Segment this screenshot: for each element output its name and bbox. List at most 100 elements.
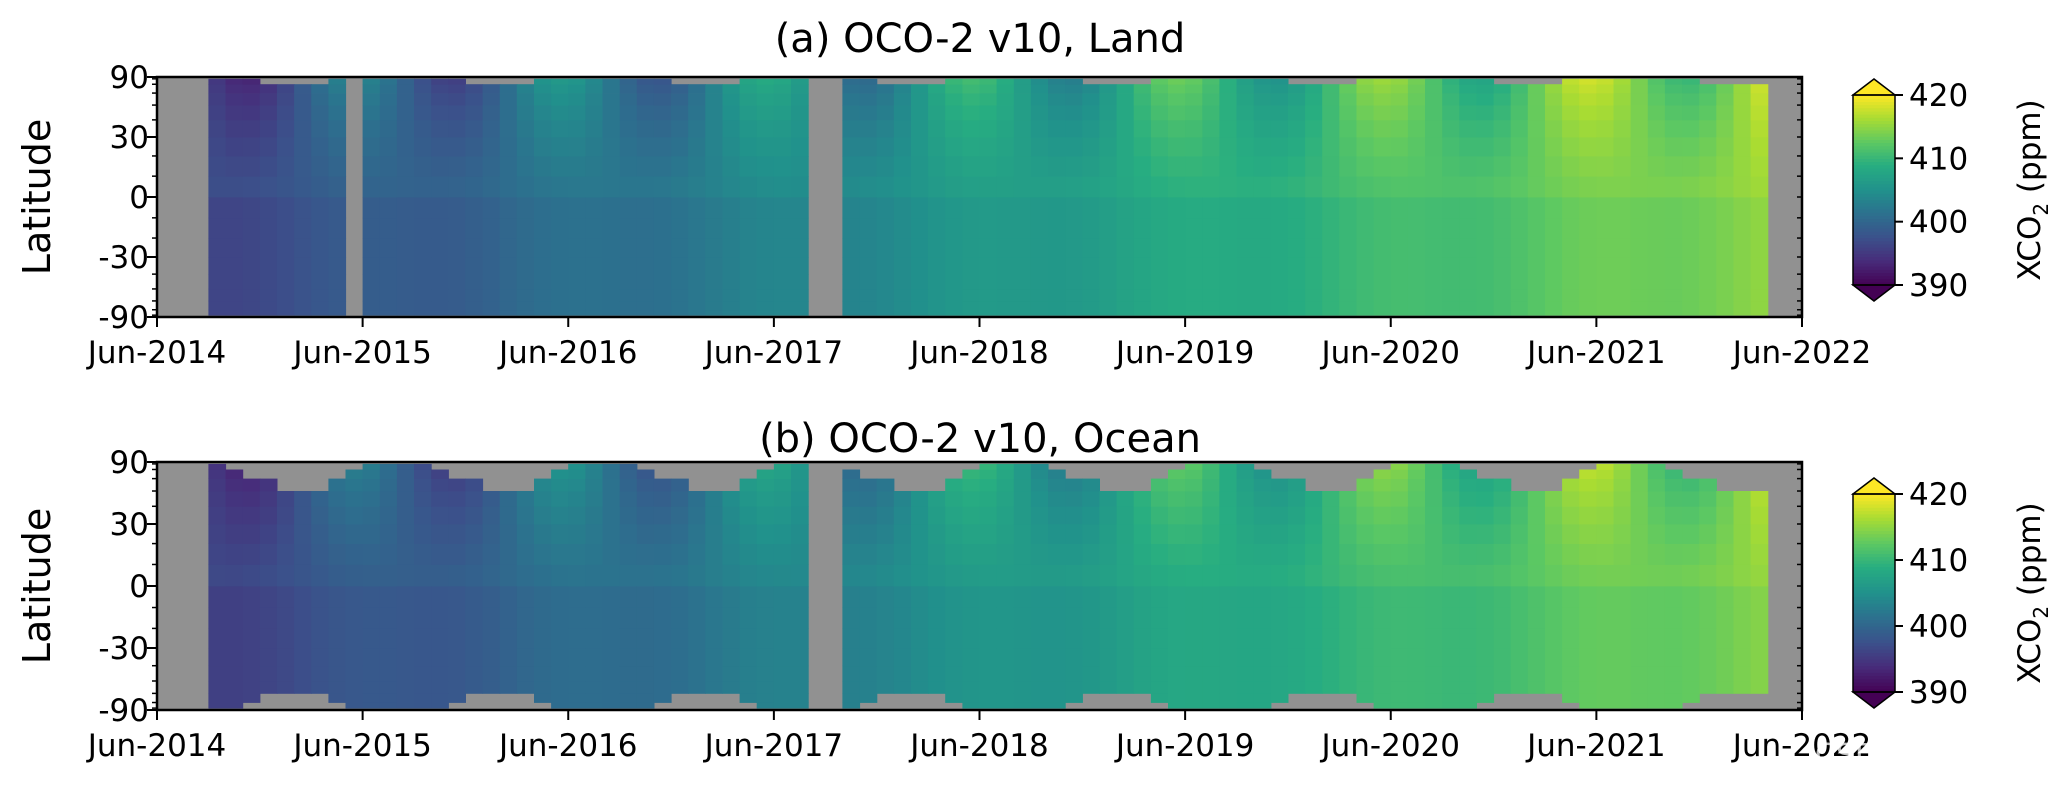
heatmap-cell [225,628,244,649]
heatmap-cell [276,288,295,302]
heatmap-cell [1579,607,1597,629]
heatmap-cell [1253,469,1272,479]
heatmap-cell [979,628,998,649]
heatmap-cell [619,693,638,703]
heatmap-cell [1716,628,1734,649]
heatmap-cell [1476,628,1495,649]
heatmap-cell [1287,197,1306,219]
heatmap-cell [516,586,535,608]
heatmap-cell [911,176,929,198]
heatmap-cell [1219,586,1238,608]
colorbar-segment [1853,659,1895,663]
heatmap-cell [962,693,981,703]
heatmap-cell [1219,300,1238,311]
heatmap-cell [928,309,946,316]
heatmap-cell [1356,506,1375,525]
heatmap-cell [1596,176,1615,198]
heatmap-cell [653,665,672,682]
heatmap-cell [1459,288,1477,302]
heatmap-cell [1356,607,1375,629]
heatmap-cell [225,137,244,157]
heatmap-cell [756,137,775,157]
heatmap-cell [619,176,638,198]
heatmap-cell [379,300,398,311]
heatmap-cell [979,469,998,479]
heatmap-cell [448,119,466,138]
heatmap-cell [636,238,655,258]
heatmap-cell [568,119,586,138]
heatmap-cell [1442,217,1460,239]
heatmap-cell [1185,156,1203,177]
heatmap-cell [602,119,621,138]
heatmap-cell [551,217,569,239]
heatmap-cell [465,506,484,525]
heatmap-cell [1562,84,1580,94]
heatmap-cell [1579,274,1597,290]
heatmap-cell [225,288,244,302]
heatmap-cell [1425,506,1443,525]
colorbar-frame [1852,94,1896,286]
heatmap-cell [568,628,586,649]
heatmap-cell [1219,84,1238,94]
heatmap-cell [842,564,861,587]
heatmap-cell [465,478,484,492]
heatmap-cell [499,257,518,275]
heatmap-cell [1562,137,1580,157]
heatmap-cell [1253,491,1272,507]
heatmap-cell [328,693,347,703]
heatmap-cell [842,478,861,492]
heatmap-cell [482,238,501,258]
heatmap-cell [1510,119,1529,138]
heatmap-cell [791,300,809,311]
heatmap-cell [962,478,981,492]
heatmap-cell [208,681,227,694]
heatmap-cell [1168,274,1186,290]
heatmap-cell [1270,156,1289,177]
colorbar-extend-min [1850,691,1898,709]
heatmap-cell [1682,93,1700,106]
heatmap-cell [534,628,552,649]
heatmap-cell [1356,257,1375,275]
heatmap-cell [1459,478,1477,492]
heatmap-cell [396,300,415,311]
heatmap-cell [516,543,535,565]
heatmap-cell [636,665,655,682]
heatmap-cell [1305,84,1323,94]
heatmap-cell [996,524,1015,544]
heatmap-cell [1459,628,1477,649]
heatmap-cell [739,119,758,138]
heatmap-cell [516,197,535,219]
heatmap-cell [482,648,501,667]
heatmap-cell [688,665,706,682]
heatmap-cell [602,648,621,667]
heatmap-cell [1750,607,1769,629]
heatmap-cell [1716,288,1734,302]
heatmap-cell [1579,648,1597,667]
heatmap-cell [1065,506,1083,525]
heatmap-cell [396,463,415,470]
heatmap-cell [1699,176,1717,198]
heatmap-cell [1236,607,1255,629]
heatmap-cell [756,564,775,587]
heatmap-cell [911,564,929,587]
heatmap-cell [791,628,809,649]
heatmap-cell [911,288,929,302]
heatmap-cell [619,564,638,587]
heatmap-cell [1065,665,1083,682]
heatmap-cell [1116,628,1135,649]
colorbar-segment [1853,155,1895,159]
heatmap-cell [1510,137,1529,157]
heatmap-cell [414,78,432,85]
heatmap-cell [551,543,569,565]
heatmap-cell [1630,524,1649,544]
heatmap-cell [225,300,244,311]
heatmap-cell [1287,137,1306,157]
heatmap-cell [1442,78,1460,85]
heatmap-cell [1236,238,1255,258]
heatmap-cell [1322,137,1340,157]
colorbar-segment [1853,507,1895,512]
heatmap-cell [1168,702,1186,709]
heatmap-cell [979,238,998,258]
heatmap-cell [876,238,895,258]
heatmap-cell [1647,524,1666,544]
